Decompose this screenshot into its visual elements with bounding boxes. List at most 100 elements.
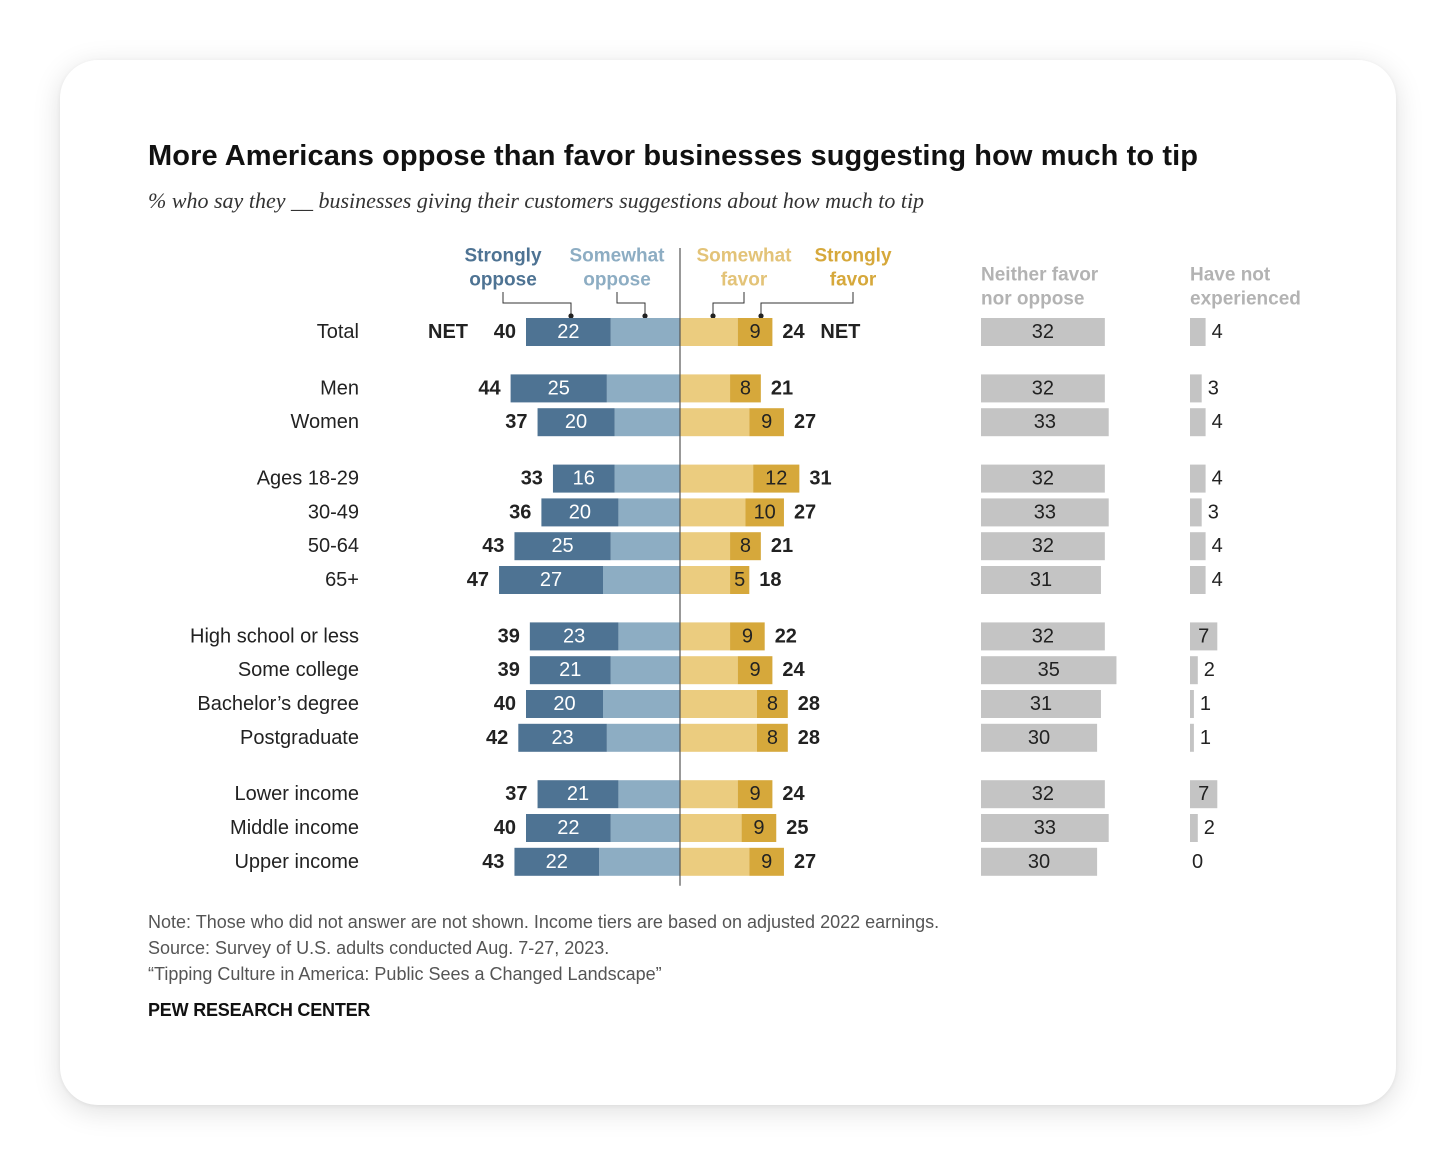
value-neither: 32: [1032, 468, 1054, 490]
value-net-favor: 28: [798, 693, 820, 715]
value-neither: 30: [1028, 727, 1050, 749]
bar-somewhat-oppose: [610, 318, 680, 346]
value-strongly-favor: 9: [750, 659, 761, 681]
chart-row: Women 20 9 37 27 33 4: [290, 408, 1223, 437]
value-net-oppose: 40: [494, 693, 516, 715]
bar-neither: [981, 318, 1105, 346]
bar-neither: [981, 408, 1109, 437]
header-somewhat-favor: favor: [721, 270, 768, 291]
value-net-oppose: 37: [505, 783, 527, 805]
bar-strongly-oppose: [529, 622, 619, 651]
bar-somewhat-favor: [680, 690, 757, 718]
bar-somewhat-oppose: [614, 464, 680, 493]
value-strongly-favor: 10: [754, 501, 776, 523]
bar-somewhat-oppose: [606, 723, 680, 752]
bar-somewhat-favor: [680, 622, 731, 651]
header-leader-line: [616, 292, 646, 316]
bar-not-experienced: [1190, 814, 1198, 842]
bar-somewhat-favor: [680, 780, 738, 809]
header-leader-line: [712, 292, 745, 316]
value-not-experienced: 0: [1192, 851, 1203, 873]
value-strongly-oppose: 27: [540, 569, 562, 591]
header-strongly-favor: Strongly: [814, 246, 891, 267]
bar-strongly-oppose: [514, 532, 611, 561]
value-strongly-favor: 9: [742, 625, 753, 647]
value-net-oppose: 43: [482, 851, 504, 873]
bar-somewhat-oppose: [618, 498, 680, 527]
bar-strongly-favor: [730, 374, 761, 403]
value-strongly-oppose: 23: [563, 625, 585, 647]
value-neither: 35: [1038, 659, 1060, 681]
bar-not-experienced: [1190, 318, 1206, 346]
value-net-oppose: 47: [467, 569, 489, 591]
value-net-oppose: 44: [478, 377, 501, 399]
row-label: Total: [317, 321, 359, 343]
value-strongly-favor: 8: [767, 727, 778, 749]
header-strongly-favor: favor: [830, 270, 877, 291]
bar-strongly-oppose: [510, 374, 607, 403]
bar-somewhat-oppose: [614, 408, 680, 437]
value-strongly-oppose: 22: [557, 321, 579, 343]
row-label: 65+: [325, 569, 359, 591]
bar-strongly-favor: [737, 656, 773, 685]
bar-somewhat-oppose: [603, 566, 680, 594]
bar-strongly-oppose: [499, 566, 603, 594]
row-label: Postgraduate: [240, 727, 359, 749]
bar-strongly-oppose: [526, 814, 611, 842]
row-label: 30-49: [308, 501, 359, 523]
row-label: Men: [320, 377, 359, 399]
value-net-favor: 18: [759, 569, 781, 591]
row-label: High school or less: [190, 625, 359, 647]
value-neither: 32: [1032, 377, 1054, 399]
row-label: Bachelor’s degree: [197, 693, 359, 715]
bar-neither: [981, 374, 1105, 403]
bar-strongly-oppose: [518, 723, 607, 752]
value-net-favor: 21: [771, 377, 793, 399]
value-net-favor: 25: [786, 817, 808, 839]
bar-strongly-oppose: [537, 780, 619, 809]
diverging-bar-chart: Strongly oppose Somewhat oppose Somewhat favo…: [190, 246, 1301, 886]
chart-row: Upper income 22 9 43 27 30 0: [234, 847, 1203, 876]
header-leader-dot: [710, 313, 716, 319]
bar-neither: [981, 814, 1109, 842]
value-strongly-oppose: 25: [548, 377, 570, 399]
chart-subtitle: % who say they __ businesses giving thei…: [148, 188, 925, 213]
bar-not-experienced: [1190, 622, 1218, 651]
value-strongly-oppose: 21: [559, 659, 581, 681]
header-strongly-oppose: oppose: [469, 270, 537, 291]
value-strongly-oppose: 22: [557, 817, 579, 839]
chart-row: Ages 18-29 16 12 33 31 32 4: [257, 464, 1223, 493]
bar-strongly-favor: [741, 814, 777, 842]
bar-strongly-favor: [730, 566, 750, 594]
bar-somewhat-favor: [680, 656, 738, 685]
bar-strongly-favor: [749, 847, 784, 876]
value-strongly-oppose: 20: [569, 501, 591, 523]
header-leader-dot: [758, 313, 764, 319]
label-net-oppose: NET: [428, 321, 468, 343]
value-neither: 32: [1032, 783, 1054, 805]
value-neither: 33: [1034, 501, 1056, 523]
row-label: Ages 18-29: [257, 468, 359, 490]
value-not-experienced: 4: [1212, 535, 1223, 557]
value-strongly-favor: 8: [740, 535, 751, 557]
bar-neither: [981, 690, 1101, 718]
bar-strongly-favor: [730, 532, 761, 561]
value-not-experienced: 1: [1200, 693, 1211, 715]
bar-somewhat-favor: [680, 318, 738, 346]
bar-neither: [981, 622, 1105, 651]
chart-row: Middle income 22 9 40 25 33 2: [230, 814, 1215, 842]
bar-not-experienced: [1190, 723, 1194, 752]
header-somewhat-favor: Somewhat: [696, 246, 792, 267]
bar-not-experienced: [1190, 690, 1194, 718]
row-label: Upper income: [234, 851, 359, 873]
bar-not-experienced: [1190, 464, 1206, 493]
footer-report: “Tipping Culture in America: Public Sees…: [148, 964, 662, 984]
bar-somewhat-oppose: [610, 814, 680, 842]
value-not-experienced: 4: [1212, 569, 1223, 591]
bar-strongly-oppose: [514, 847, 600, 876]
label-net-favor: NET: [820, 321, 860, 343]
chart-row: Men 25 8 44 21 32 3: [320, 374, 1219, 403]
bar-strongly-favor: [737, 780, 773, 809]
chart-row: 65+ 27 5 47 18 31 4: [325, 566, 1223, 594]
value-net-oppose: 36: [509, 501, 531, 523]
